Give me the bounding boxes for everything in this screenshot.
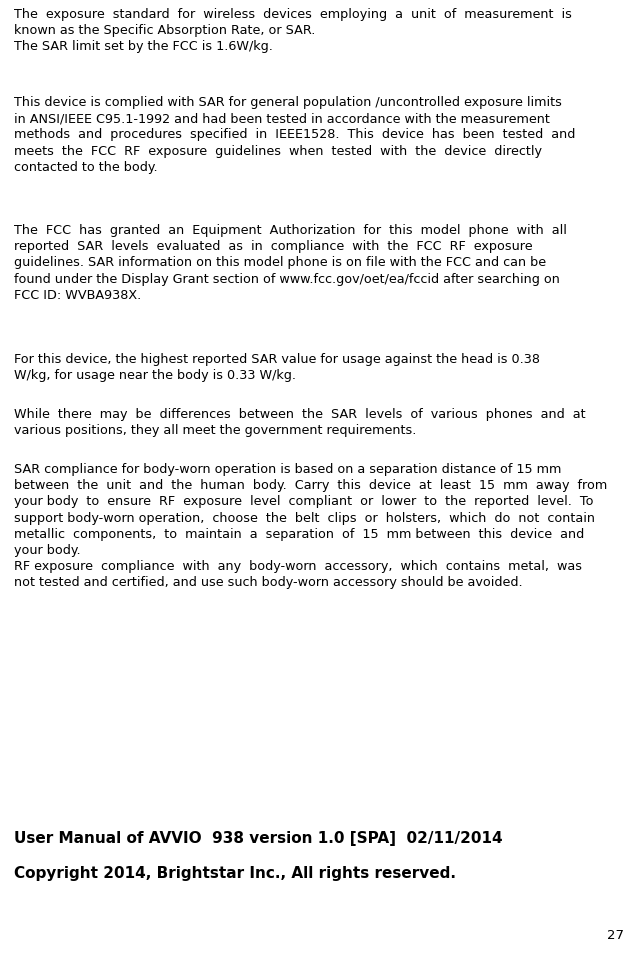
Text: 27: 27 (607, 929, 624, 942)
Text: For this device, the highest reported SAR value for usage against the head is 0.: For this device, the highest reported SA… (14, 353, 540, 382)
Text: This device is complied with SAR for general population /uncontrolled exposure l: This device is complied with SAR for gen… (14, 96, 575, 174)
Text: SAR compliance for body-worn operation is based on a separation distance of 15 m: SAR compliance for body-worn operation i… (14, 463, 607, 590)
Text: User Manual of AVVIO  938 version 1.0 [SPA]  02/11/2014: User Manual of AVVIO 938 version 1.0 [SP… (14, 831, 503, 846)
Text: Copyright 2014, Brightstar Inc., All rights reserved.: Copyright 2014, Brightstar Inc., All rig… (14, 866, 456, 881)
Text: The  FCC  has  granted  an  Equipment  Authorization  for  this  model  phone  w: The FCC has granted an Equipment Authori… (14, 224, 567, 302)
Text: While  there  may  be  differences  between  the  SAR  levels  of  various  phon: While there may be differences between t… (14, 408, 586, 437)
Text: The  exposure  standard  for  wireless  devices  employing  a  unit  of  measure: The exposure standard for wireless devic… (14, 8, 572, 54)
